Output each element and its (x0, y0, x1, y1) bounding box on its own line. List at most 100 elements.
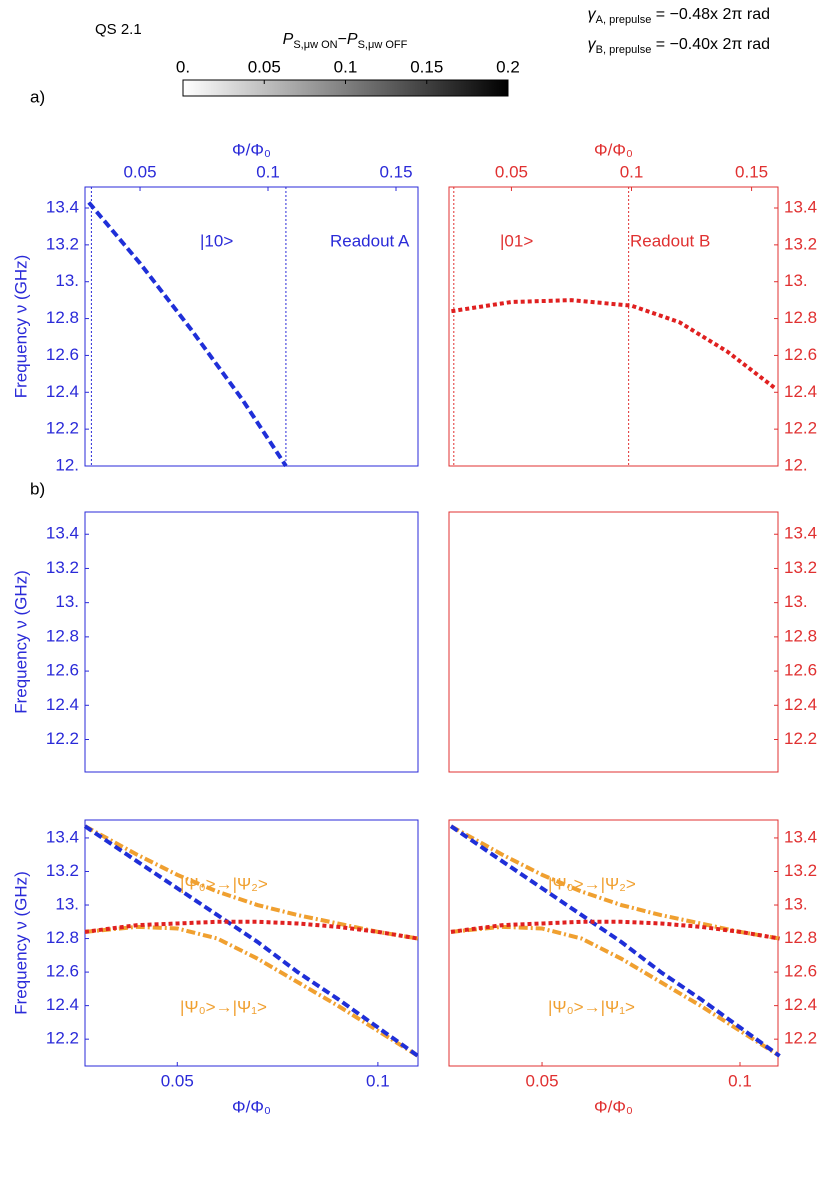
theory-curve (87, 201, 288, 468)
y-tick-label: 12.4 (784, 695, 817, 714)
y-tick-label: 13.4 (784, 197, 817, 216)
annotation: |Ψ₀>→|Ψ₂> (548, 874, 636, 893)
y-tick-label: 13.2 (784, 558, 817, 577)
y-tick-label: 13.2 (46, 861, 79, 880)
label-part: γ (588, 36, 597, 53)
x-tick-label: 0.15 (379, 162, 412, 181)
x-tick-label: 0.1 (728, 1071, 752, 1090)
x-axis-label: Φ/Φ₀ (232, 140, 271, 159)
y-tick-label: 12.6 (46, 661, 79, 680)
figure-id: QS 2.1 (95, 21, 142, 38)
y-tick-label: 12.4 (46, 382, 79, 401)
y-tick-label: 13.2 (784, 234, 817, 253)
x-tick-label: 0.1 (256, 162, 280, 181)
theory-curve (84, 824, 419, 941)
y-tick-label: 12.6 (784, 345, 817, 364)
y-axis-label: Frequency ν (GHz) (11, 255, 30, 399)
y-tick-label: 12.2 (784, 1029, 817, 1048)
y-tick-label: 12.6 (784, 661, 817, 680)
annotation: |01> (500, 231, 533, 250)
y-tick-label: 13. (784, 895, 808, 914)
y-tick-label: 12.4 (46, 695, 79, 714)
x-axis-label: Φ/Φ₀ (594, 1097, 633, 1116)
colorbar-tick-label: 0.15 (410, 57, 443, 76)
panel-label: b) (30, 479, 45, 498)
theory-curve (450, 924, 781, 1058)
y-tick-label: 12.2 (46, 1029, 79, 1048)
panel-label: a) (30, 87, 45, 106)
plot-frame (448, 186, 779, 467)
x-tick-label: 0.05 (161, 1071, 194, 1090)
label-part: A, prepulse (596, 14, 652, 26)
y-axis-label: Frequency ν (GHz) (11, 871, 30, 1015)
x-tick-label: 0.1 (366, 1071, 390, 1090)
y-tick-label: 12.6 (784, 962, 817, 981)
theory-curve (83, 824, 420, 1058)
gamma-b: γB, prepulse = −0.40x 2π rad (588, 36, 770, 56)
colorbar-tick-label: 0.05 (248, 57, 281, 76)
label-part: − (338, 31, 347, 48)
y-tick-label: 13. (55, 592, 79, 611)
y-tick-label: 12.4 (46, 995, 79, 1014)
y-tick-label: 12. (55, 455, 79, 474)
y-tick-label: 13. (55, 895, 79, 914)
x-axis-label: Φ/Φ₀ (594, 140, 633, 159)
x-axis-label: Φ/Φ₀ (232, 1097, 271, 1116)
label-part: S,μw OFF (358, 39, 408, 51)
colorbar-tick-label: 0. (176, 57, 190, 76)
y-tick-label: 12.4 (784, 995, 817, 1014)
y-tick-label: 12.2 (46, 419, 79, 438)
y-tick-label: 12.8 (784, 928, 817, 947)
y-tick-label: 13.2 (784, 861, 817, 880)
y-tick-label: 13. (784, 592, 808, 611)
y-tick-label: 13.4 (784, 524, 817, 543)
gamma-a: γA, prepulse = −0.48x 2π rad (588, 6, 770, 26)
x-tick-label: 0.15 (735, 162, 768, 181)
x-tick-label: 0.05 (123, 162, 156, 181)
y-tick-label: 12.8 (784, 626, 817, 645)
y-tick-label: 13.4 (46, 524, 79, 543)
colorbar-tick-label: 0.2 (496, 57, 520, 76)
y-tick-label: 12.4 (784, 382, 817, 401)
plot-frame (84, 186, 419, 467)
y-tick-label: 12.8 (46, 308, 79, 327)
y-tick-label: 12.6 (46, 345, 79, 364)
plot-frame (448, 511, 779, 773)
x-tick-label: 0.1 (620, 162, 644, 181)
theory-curve (449, 824, 781, 1058)
annotation: |Ψ₀>→|Ψ₂> (180, 874, 268, 893)
annotation: |10> (200, 231, 233, 250)
plot-frame (84, 819, 419, 1067)
x-tick-label: 0.05 (525, 1071, 558, 1090)
y-tick-label: 13.2 (46, 558, 79, 577)
y-tick-label: 13.2 (46, 234, 79, 253)
annotation: Readout A (330, 231, 410, 250)
y-tick-label: 12.2 (784, 419, 817, 438)
theory-curve (450, 919, 780, 941)
y-tick-label: 13.4 (46, 827, 79, 846)
y-tick-label: 12.8 (784, 308, 817, 327)
label-part: P (347, 31, 358, 48)
plot-frame (84, 511, 419, 773)
y-tick-label: 13.4 (46, 197, 79, 216)
y-tick-label: 12.8 (46, 928, 79, 947)
y-tick-label: 12.6 (46, 962, 79, 981)
label-part: γ (588, 6, 597, 23)
y-tick-label: 13. (784, 271, 808, 290)
label-part: P (283, 31, 294, 48)
theory-curve (84, 924, 420, 1058)
y-tick-label: 12. (784, 455, 808, 474)
theory-curve (84, 919, 419, 941)
y-tick-label: 12.2 (46, 729, 79, 748)
label-part: B, prepulse (596, 44, 652, 56)
y-tick-label: 12.8 (46, 626, 79, 645)
theory-curve (451, 298, 777, 391)
annotation: |Ψ₀>→|Ψ₁> (548, 997, 635, 1016)
y-tick-label: 12.2 (784, 729, 817, 748)
label-part: = −0.48x 2π rad (651, 6, 770, 23)
y-tick-label: 13.4 (784, 827, 817, 846)
colorbar-tick-label: 0.1 (334, 57, 358, 76)
y-tick-label: 13. (55, 271, 79, 290)
label-part: S,μw ON (293, 39, 337, 51)
plot-frame (448, 819, 779, 1067)
